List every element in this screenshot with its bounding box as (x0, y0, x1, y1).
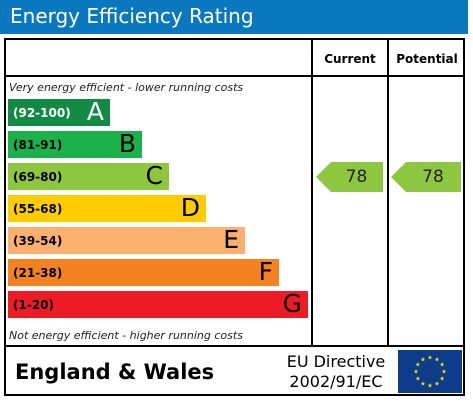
band-letter-label: A (86, 97, 104, 126)
bottom-note: Not energy efficient - higher running co… (9, 329, 243, 342)
current-rating-arrow-shape (316, 161, 383, 192)
top-note: Very energy efficient - lower running co… (9, 81, 244, 94)
band-range-label: (69-80) (13, 170, 63, 184)
band-range-label: (1-20) (13, 298, 54, 312)
potential-rating-arrow-value: 78 (422, 166, 444, 187)
eu-directive-line2: 2002/91/EC (289, 372, 383, 391)
eu-flag-stars (413, 355, 447, 388)
band-letter-label: F (258, 257, 273, 286)
divider-footer (4, 345, 465, 347)
star-icon (427, 383, 433, 388)
region-label: England & Wales (15, 360, 215, 384)
band-range-label: (21-38) (13, 266, 63, 280)
column-header-potential: Potential (396, 52, 458, 66)
band-letter-label: B (118, 129, 136, 158)
star-icon (434, 356, 440, 362)
band-letter-label: C (145, 161, 163, 190)
star-icon (441, 369, 447, 374)
eu-directive: EU Directive 2002/91/EC (280, 352, 392, 392)
band-letter-label: G (282, 289, 302, 318)
rating-frame (4, 38, 465, 396)
star-icon (413, 369, 419, 374)
band-a: (92-100) A (8, 97, 110, 126)
band-c: (69-80) C (8, 161, 169, 190)
chart-title: Energy Efficiency Rating (10, 4, 254, 28)
potential-rating-arrow: 78 (391, 161, 461, 192)
band-range-label: (39-54) (13, 234, 63, 248)
band-e: (39-54) E (8, 225, 245, 254)
band-letter-label: D (180, 193, 200, 222)
potential-rating-arrow-shape (391, 161, 461, 192)
divider-header (4, 75, 465, 77)
eu-flag-icon (398, 350, 462, 393)
star-icon (420, 356, 426, 362)
star-icon (420, 381, 426, 386)
divider-current-left (311, 38, 313, 346)
band-g: (1-20) G (8, 289, 308, 318)
star-icon (415, 362, 421, 367)
band-d: (55-68) D (8, 193, 206, 222)
star-icon (439, 376, 445, 381)
star-icon (439, 362, 445, 367)
band-letter-label: E (223, 225, 239, 254)
band-range-label: (81-91) (13, 138, 63, 152)
eu-directive-line1: EU Directive (286, 352, 386, 371)
current-rating-arrow-value: 78 (345, 166, 368, 187)
title-bar: Energy Efficiency Rating (0, 0, 468, 34)
current-rating-arrow: 78 (316, 161, 383, 192)
star-icon (434, 381, 440, 386)
band-b: (81-91) B (8, 129, 142, 158)
band-range-label: (92-100) (13, 106, 71, 120)
star-icon (427, 355, 433, 360)
band-f: (21-38) F (8, 257, 279, 286)
star-icon (415, 376, 421, 381)
column-header-current: Current (324, 52, 376, 66)
band-range-label: (55-68) (13, 202, 63, 216)
divider-potential-left (387, 38, 389, 346)
